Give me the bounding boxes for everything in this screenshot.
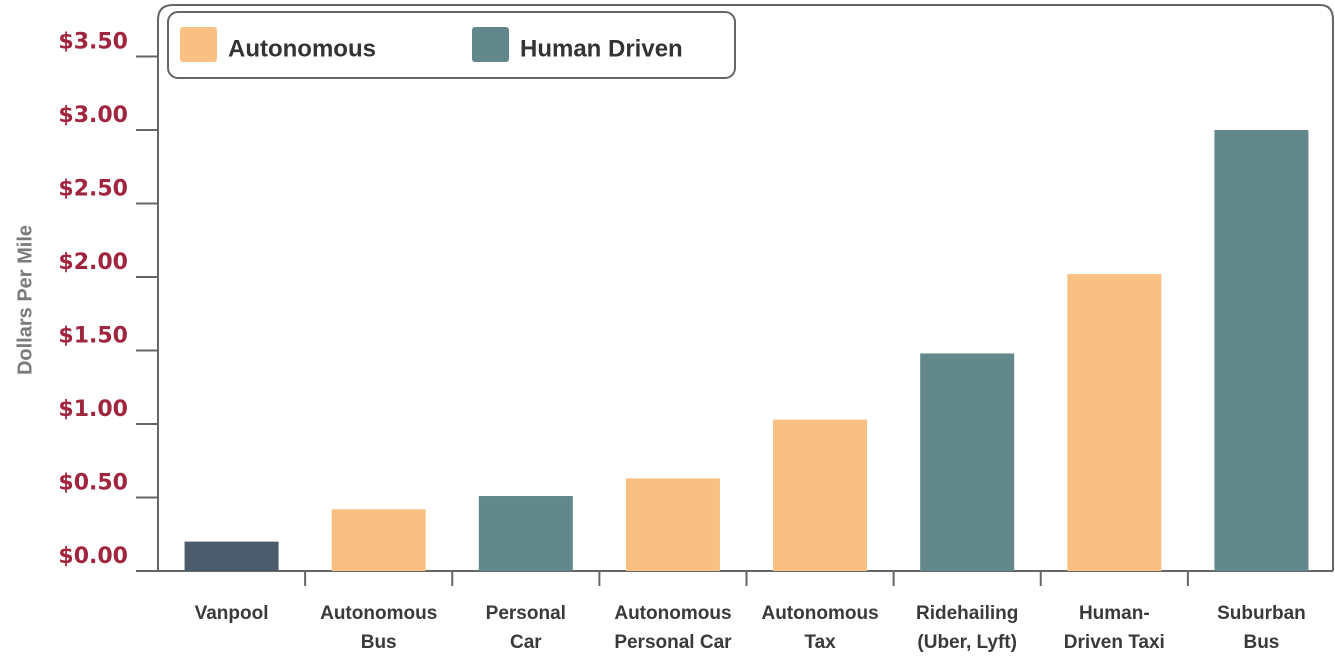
- x-tick-label: Driven Taxi: [1064, 632, 1165, 653]
- y-tick-label: $1.00: [58, 397, 128, 422]
- legend-label: Autonomous: [228, 35, 376, 62]
- bar: [1067, 274, 1162, 571]
- x-tick-label: (Uber, Lyft): [917, 632, 1017, 653]
- y-tick-label: $3.50: [58, 29, 128, 54]
- legend-label: Human Driven: [520, 35, 683, 62]
- bar: [773, 419, 868, 571]
- x-tick-label: Personal Car: [614, 632, 732, 653]
- y-axis-label: Dollars Per Mile: [14, 225, 36, 375]
- x-tick-label: Suburban: [1217, 603, 1306, 624]
- bar: [478, 496, 573, 571]
- x-tick-label: Human-: [1079, 603, 1150, 624]
- plot-frame: [157, 4, 1334, 571]
- y-tick-label: $1.50: [58, 323, 128, 348]
- y-tick-label: $0.50: [58, 470, 128, 495]
- x-tick-label: Car: [510, 632, 542, 653]
- y-tick-label: $2.00: [58, 250, 128, 275]
- bar: [1214, 129, 1309, 571]
- bar: [331, 509, 426, 571]
- y-tick-label: $3.00: [58, 103, 128, 128]
- legend-swatch: [180, 27, 217, 62]
- bar: [184, 541, 279, 571]
- x-tick-label: Ridehailing: [916, 603, 1018, 624]
- x-tick-label: Bus: [1243, 632, 1279, 653]
- x-tick-label: Autonomous: [761, 603, 878, 624]
- bar: [920, 353, 1015, 571]
- x-tick-label: Vanpool: [195, 603, 269, 624]
- x-tick-label: Bus: [361, 632, 397, 653]
- x-tick-label: Tax: [804, 632, 836, 653]
- x-tick-label: Autonomous: [320, 603, 437, 624]
- bar: [625, 478, 720, 571]
- y-tick-label: $2.50: [58, 176, 128, 201]
- x-tick-label: Personal: [486, 603, 566, 624]
- x-tick-label: Autonomous: [614, 603, 731, 624]
- legend-swatch: [472, 27, 509, 62]
- y-tick-label: $0.00: [58, 544, 128, 569]
- legend-box: [167, 11, 736, 79]
